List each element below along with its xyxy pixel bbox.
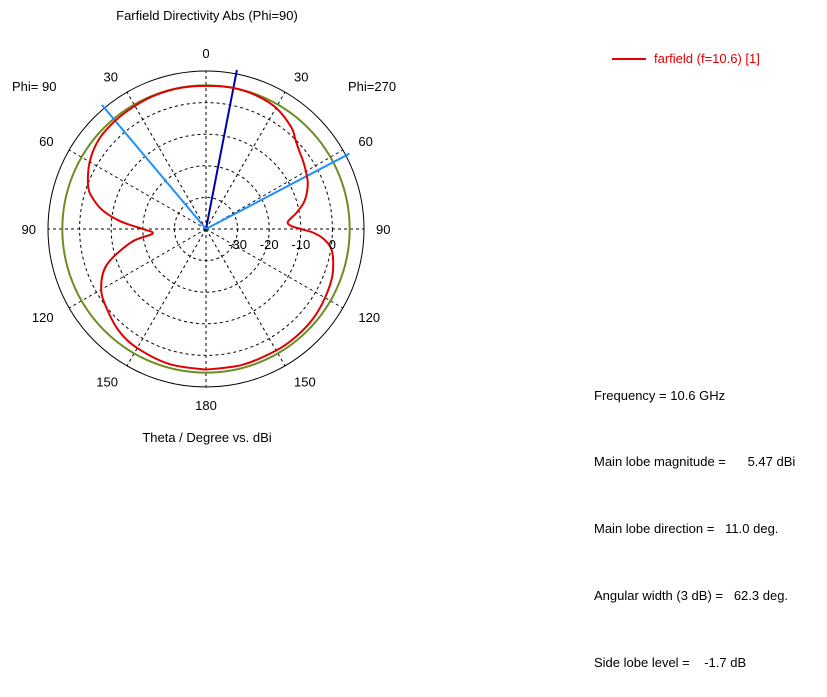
angle-tick-label: 30	[294, 70, 308, 85]
angle-spoke	[68, 228, 207, 309]
main-lobe-magnitude-text: Main lobe magnitude = 5.47 dBi	[594, 454, 796, 470]
angle-spoke	[126, 228, 207, 367]
angle-tick-label: 60	[358, 134, 372, 149]
angle-tick-label: 0	[202, 46, 209, 61]
series-curves	[86, 84, 335, 371]
angle-tick-label: 90	[376, 222, 390, 237]
angle-spoke	[126, 91, 207, 230]
series-line	[86, 84, 335, 371]
phi-left-label: Phi= 90	[12, 79, 56, 94]
angle-spoke	[205, 149, 344, 230]
angle-spoke	[205, 228, 344, 309]
angle-tick-label: 30	[104, 70, 118, 85]
beam-width-line	[205, 152, 350, 230]
beam-width-line	[101, 104, 207, 230]
main-lobe-direction-text: Main lobe direction = 11.0 deg.	[594, 521, 779, 537]
axis-labels: 0 30 60 90 120 150 180 150 120 90 60 30 -30 -20 -10 0 Ph…	[12, 46, 396, 413]
x-axis-label: Theta / Degree vs. dBi	[142, 430, 272, 445]
legend-label: farfield (f=10.6) [1]	[654, 51, 760, 66]
legend: farfield (f=10.6) [1]	[612, 51, 760, 66]
radial-tick-label: -10	[291, 237, 310, 252]
polar-plot: 0 30 60 90 120 150 180 150 120 90 60 30 -30 -20 -10 0 Ph…	[12, 46, 396, 413]
radial-tick-label: -20	[260, 237, 279, 252]
legend-swatch	[612, 57, 646, 60]
phi-right-label: Phi=270	[348, 79, 396, 94]
radial-tick-label: -30	[228, 237, 247, 252]
angle-tick-label: 90	[22, 222, 36, 237]
beam-lines	[101, 69, 350, 230]
chart-title: Farfield Directivity Abs (Phi=90)	[116, 8, 298, 23]
main-lobe-direction-line	[205, 69, 238, 230]
angle-tick-label: 60	[39, 134, 53, 149]
angle-tick-label: 150	[294, 374, 316, 389]
angle-spoke	[68, 149, 207, 230]
angular-width-text: Angular width (3 dB) = 62.3 deg.	[594, 588, 789, 604]
angle-tick-label: 120	[32, 310, 54, 325]
side-lobe-level-text: Side lobe level = -1.7 dB	[594, 655, 747, 671]
angle-spoke	[205, 228, 286, 367]
frequency-text: Frequency = 10.6 GHz	[594, 387, 726, 403]
info-panel: Frequency = 10.6 GHz Main lobe magnitude…	[594, 340, 795, 697]
angle-tick-label: 120	[358, 310, 380, 325]
radial-tick-label: 0	[329, 237, 336, 252]
angle-tick-label: 180	[195, 398, 217, 413]
angle-spoke	[205, 91, 286, 230]
angle-tick-label: 150	[96, 374, 118, 389]
